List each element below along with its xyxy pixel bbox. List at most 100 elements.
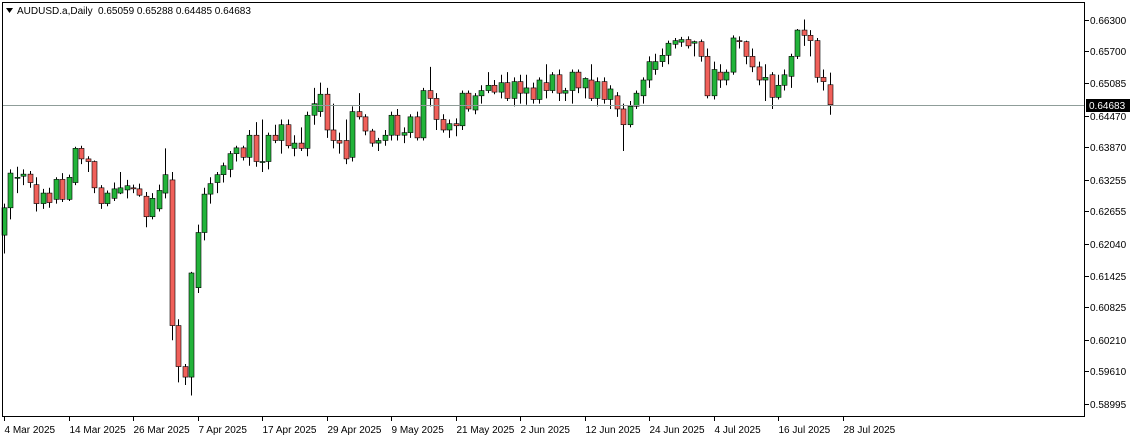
- candle: [698, 39, 705, 62]
- candle: [40, 188, 47, 209]
- candle-body-bull: [640, 79, 647, 97]
- candle: [33, 177, 40, 212]
- x-tick-label: 9 May 2025: [392, 425, 445, 436]
- candle-body-bull: [730, 37, 737, 73]
- y-tick-label: 0.63255: [1090, 176, 1127, 187]
- candle: [652, 53, 659, 75]
- candle: [472, 93, 479, 115]
- candle: [162, 148, 169, 199]
- candle: [601, 77, 608, 104]
- candle: [730, 35, 737, 75]
- candle: [556, 69, 563, 102]
- candle: [369, 128, 376, 147]
- candle-body-bear: [91, 161, 98, 189]
- candle: [446, 119, 453, 138]
- candle-body-bear: [59, 179, 66, 200]
- candle-body-bull: [20, 173, 27, 177]
- candle-body-bear: [362, 116, 369, 132]
- candle: [511, 77, 518, 107]
- candle-body-bull: [265, 134, 272, 162]
- candle-body-bear: [614, 95, 621, 110]
- candle-body-bear: [743, 41, 750, 57]
- candle: [794, 29, 801, 59]
- candle-body-bull: [104, 192, 111, 204]
- candle-body-bear: [820, 77, 827, 82]
- candle-body-bull: [195, 232, 202, 289]
- candle-body-bear: [298, 142, 305, 149]
- candle: [117, 172, 124, 195]
- candle: [691, 40, 698, 57]
- candle-body-bear: [169, 179, 176, 326]
- x-axis: 4 Mar 2025 14 Mar 2025 26 Mar 2025 7 Apr 20…: [4, 417, 896, 436]
- candle-body-bear: [143, 195, 150, 218]
- candle-body-bull: [446, 123, 453, 131]
- candle: [388, 111, 395, 141]
- candle: [562, 87, 569, 102]
- candle: [814, 37, 821, 83]
- candle-body-bear: [440, 119, 447, 131]
- candle-body-bear: [801, 29, 808, 36]
- candle-body-bull: [562, 90, 569, 94]
- candle: [807, 30, 814, 57]
- current-price-label: 0.64683: [1089, 101, 1126, 112]
- y-tick-label: 0.58995: [1090, 400, 1127, 411]
- candle-body-bull: [762, 77, 769, 81]
- candle: [575, 69, 582, 94]
- candle: [214, 172, 221, 194]
- candle: [220, 162, 227, 183]
- candle: [246, 129, 253, 166]
- y-tick-label: 0.59610: [1090, 367, 1127, 378]
- candle-body-bull: [214, 174, 221, 183]
- candle: [349, 106, 356, 162]
- candle-body-bull: [536, 79, 543, 100]
- candle: [588, 64, 595, 102]
- candle-body-bull: [227, 153, 234, 170]
- candle: [517, 74, 524, 104]
- candle-body-bull: [149, 198, 156, 218]
- candle: [356, 93, 363, 120]
- candle: [124, 179, 131, 199]
- candle: [59, 173, 66, 203]
- candle: [104, 190, 111, 207]
- x-tick-label: 17 Apr 2025: [263, 425, 317, 436]
- candle-body-bull: [111, 188, 118, 199]
- candle: [143, 192, 150, 228]
- candle: [265, 132, 272, 170]
- candle-body-bear: [336, 140, 343, 144]
- candle: [536, 77, 543, 104]
- candle-body-bear: [324, 93, 331, 131]
- candle: [53, 177, 60, 204]
- candle: [20, 169, 27, 186]
- candle-body-bull: [485, 84, 492, 91]
- candle-body-bull: [14, 176, 21, 179]
- candles-layer: [1, 19, 834, 396]
- y-tick-label: 0.64470: [1090, 112, 1127, 123]
- x-tick-label: 4 Jul 2025: [715, 425, 762, 436]
- candle: [459, 90, 466, 130]
- candle: [659, 48, 666, 67]
- y-tick-label: 0.62655: [1090, 207, 1127, 218]
- candle-body-bear: [756, 66, 763, 81]
- candle-body-bull: [633, 92, 640, 107]
- candle-body-bull: [259, 161, 266, 163]
- candle: [207, 177, 214, 204]
- candle-body-bull: [304, 114, 311, 149]
- candle: [711, 61, 718, 100]
- triangle-down-icon[interactable]: [6, 8, 13, 13]
- candle: [433, 93, 440, 130]
- candle: [98, 185, 105, 209]
- candle-body-bull: [291, 142, 298, 149]
- candle: [278, 119, 285, 154]
- candle-body-bull: [407, 116, 414, 133]
- candle-body-bear: [575, 71, 582, 89]
- candle-body-bull: [188, 272, 195, 378]
- candle: [801, 19, 808, 46]
- candle: [149, 193, 156, 220]
- candle-body-bull: [162, 174, 169, 194]
- candle-body-bear: [685, 39, 692, 47]
- candle: [743, 40, 750, 65]
- candle-body-bull: [382, 134, 389, 141]
- candle-body-bull: [781, 74, 788, 86]
- candle: [665, 40, 672, 65]
